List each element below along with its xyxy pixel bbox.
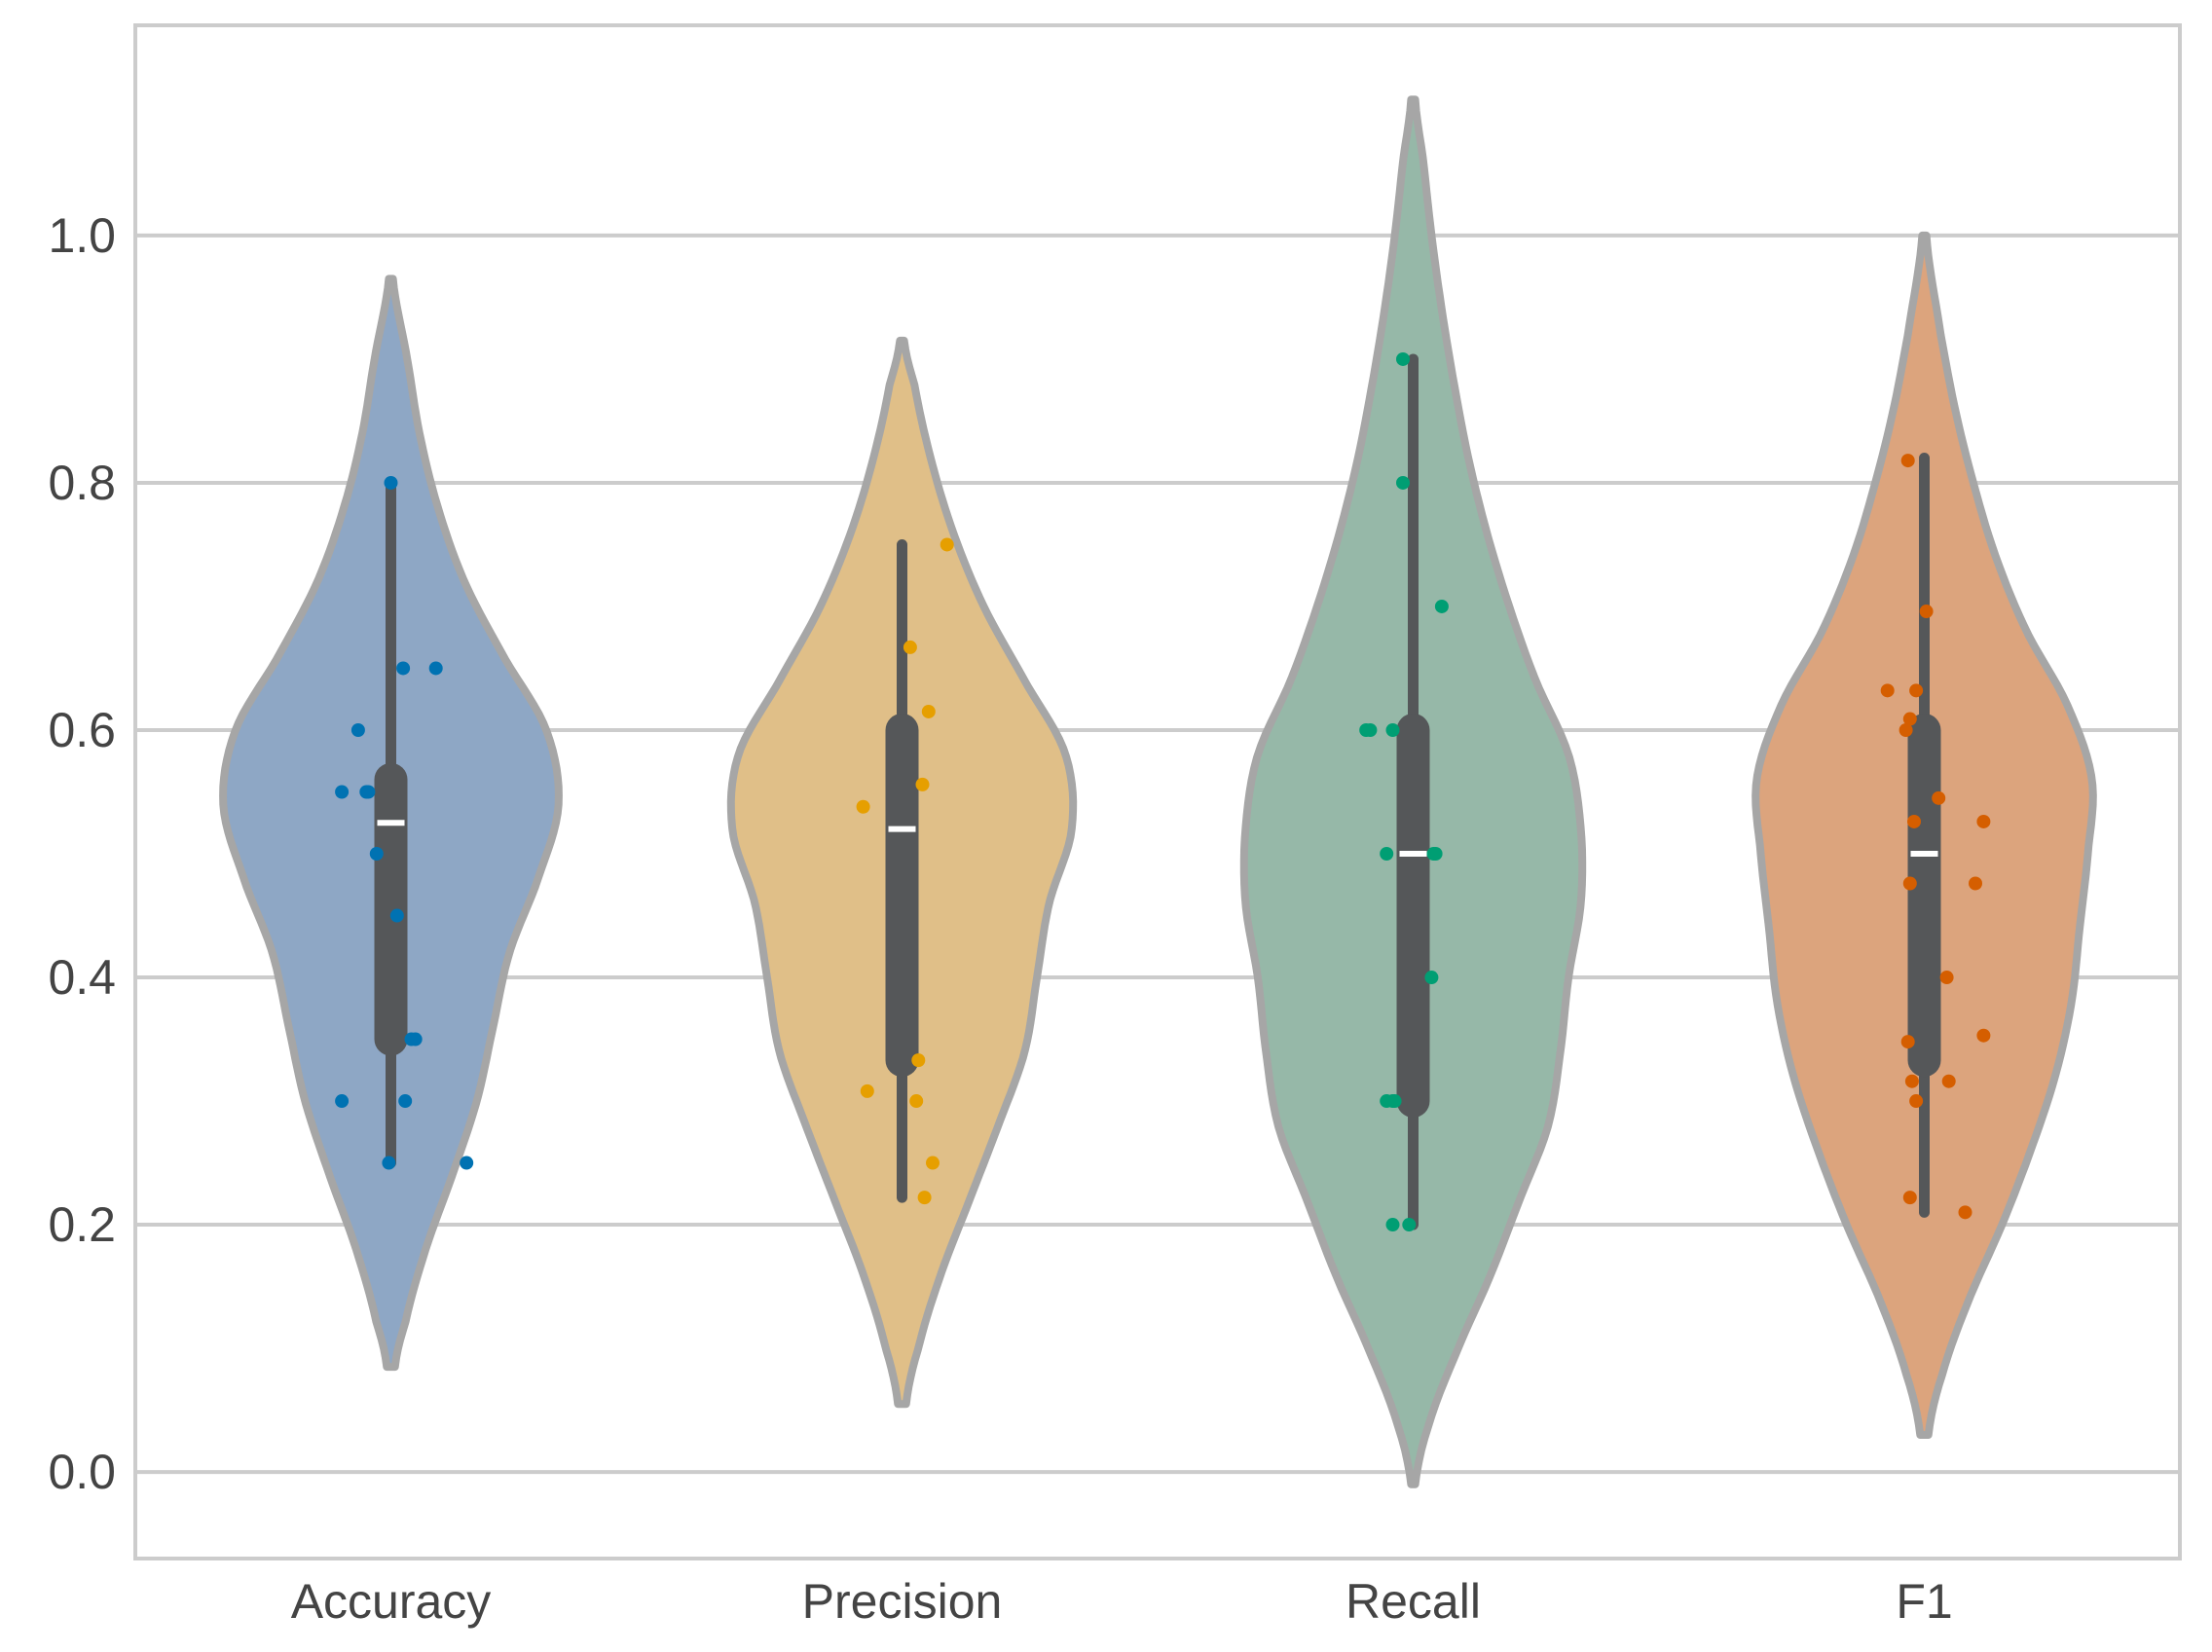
data-point xyxy=(1902,712,1917,726)
data-point xyxy=(1880,683,1895,698)
data-point xyxy=(350,722,365,737)
data-point xyxy=(396,661,411,676)
data-point xyxy=(917,1191,932,1205)
data-point xyxy=(1424,971,1439,985)
data-point xyxy=(860,1083,874,1098)
data-point xyxy=(1434,599,1449,613)
data-point xyxy=(361,785,376,799)
data-point xyxy=(1385,1218,1400,1232)
data-point xyxy=(1907,814,1921,828)
data-point xyxy=(1904,1074,1919,1088)
data-point xyxy=(1428,847,1443,862)
data-point xyxy=(1899,722,1913,737)
data-point xyxy=(389,908,404,923)
data-point xyxy=(1385,722,1400,737)
y-tick-labels: 0.0 0.2 0.4 0.6 0.8 1.0 xyxy=(48,208,116,1499)
x-tick-label: Recall xyxy=(1346,1574,1481,1629)
data-point xyxy=(921,704,936,718)
data-point xyxy=(856,799,870,814)
data-point xyxy=(915,777,930,791)
data-point xyxy=(428,661,443,676)
data-point xyxy=(1902,876,1917,891)
data-point xyxy=(903,640,917,654)
data-point xyxy=(398,1094,413,1109)
x-tick-labels: Accuracy Precision Recall F1 xyxy=(291,1574,1953,1629)
violin-f1 xyxy=(1751,231,2097,1439)
data-point xyxy=(1958,1205,1972,1220)
plot-frame xyxy=(133,23,2182,1560)
x-tick-label: Precision xyxy=(802,1574,1003,1629)
y-tick-label: 0.4 xyxy=(48,950,116,1005)
data-point xyxy=(335,785,350,799)
data-point xyxy=(1396,475,1410,490)
data-point xyxy=(1387,1094,1402,1109)
y-tick-label: 0.8 xyxy=(48,456,116,510)
data-point xyxy=(911,1053,926,1068)
data-point xyxy=(1976,814,1991,828)
data-point xyxy=(1380,847,1394,862)
data-point xyxy=(926,1156,940,1170)
data-point xyxy=(384,475,398,490)
data-point xyxy=(1969,876,1982,891)
data-point xyxy=(1909,683,1924,698)
y-tick-label: 0.2 xyxy=(48,1197,116,1252)
x-tick-label: F1 xyxy=(1896,1574,1952,1629)
violin-accuracy xyxy=(219,275,563,1372)
data-point xyxy=(1902,1191,1917,1205)
y-tick-label: 0.6 xyxy=(48,703,116,757)
y-tick-label: 0.0 xyxy=(48,1445,116,1499)
data-point xyxy=(1900,1035,1915,1049)
x-tick-label: Accuracy xyxy=(291,1574,492,1629)
data-point xyxy=(1919,605,1934,619)
data-point xyxy=(1402,1218,1417,1232)
data-point xyxy=(1932,790,1946,805)
data-point xyxy=(1976,1028,1991,1043)
data-point xyxy=(909,1094,924,1109)
data-point xyxy=(1363,722,1378,737)
data-point xyxy=(940,537,954,552)
data-point xyxy=(408,1032,423,1046)
data-point xyxy=(1939,971,1954,985)
data-point xyxy=(1909,1094,1924,1109)
data-point xyxy=(369,847,384,862)
data-point xyxy=(1396,351,1410,366)
violins xyxy=(219,95,2097,1488)
data-point xyxy=(1941,1074,1956,1088)
violin-precision xyxy=(726,336,1078,1409)
violin-recall xyxy=(1239,95,1587,1488)
y-tick-label: 1.0 xyxy=(48,208,116,263)
data-point xyxy=(460,1156,474,1170)
data-point xyxy=(382,1156,396,1170)
data-point xyxy=(1900,454,1915,468)
data-point xyxy=(335,1094,350,1109)
